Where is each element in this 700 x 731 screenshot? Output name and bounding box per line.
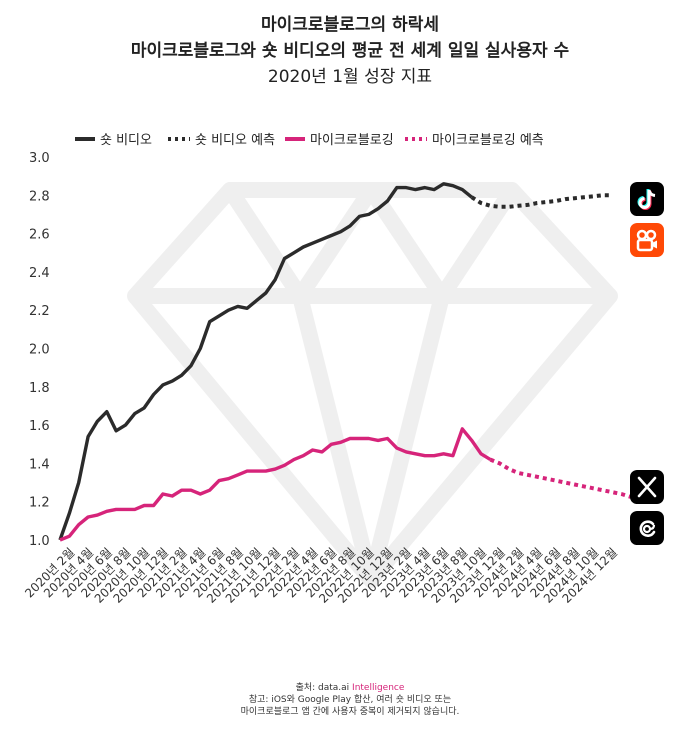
series-line-2 xyxy=(59,427,492,542)
y-tick-label: 2.8 xyxy=(29,189,50,204)
threads-icon xyxy=(630,511,664,545)
x-app-icon xyxy=(630,470,664,504)
legend-label-microblog: 마이크로블로깅 xyxy=(310,133,394,148)
tiktok-icon xyxy=(630,182,664,216)
y-axis-ticks: 1.0 1.2 1.4 1.6 1.8 2.0 2.2 2.4 2.6 2.8 3.0 xyxy=(29,151,50,549)
y-tick-label: 1.6 xyxy=(29,419,50,434)
y-tick-label: 1.8 xyxy=(29,381,50,396)
y-tick-label: 1.2 xyxy=(29,496,50,511)
y-tick-label: 3.0 xyxy=(29,151,50,166)
series-line-3 xyxy=(489,457,632,499)
legend-label-short-video-forecast: 숏 비디오 예측 xyxy=(195,133,275,148)
legend: 숏 비디오 숏 비디오 예측 마이크로블로깅 마이크로블로깅 예측 xyxy=(75,133,544,148)
series-line-0 xyxy=(58,182,473,541)
source-line: 출처: data.ai Intelligence xyxy=(0,682,700,694)
y-tick-label: 2.4 xyxy=(29,266,50,281)
watermark-diamond-icon xyxy=(127,182,618,588)
legend-label-short-video: 숏 비디오 xyxy=(100,133,152,148)
chart-title: 마이크로블로그의 하락세 xyxy=(261,15,439,35)
source-brand: Intelligence xyxy=(352,683,405,693)
y-tick-label: 1.0 xyxy=(29,534,50,549)
chart-subtitle: 마이크로블로그와 숏 비디오의 평균 전 세계 일일 실사용자 수 xyxy=(130,41,570,61)
source-prefix: 출처: data.ai xyxy=(295,683,353,693)
y-tick-label: 2.0 xyxy=(29,343,50,358)
footnote-line-2: 마이크로블로그 앱 간에 사용자 중복이 제거되지 않습니다. xyxy=(240,707,460,717)
legend-label-microblog-forecast: 마이크로블로깅 예측 xyxy=(432,133,544,148)
series-layer xyxy=(58,182,632,542)
kuaishou-icon xyxy=(630,223,664,257)
y-tick-label: 2.6 xyxy=(29,228,50,243)
y-tick-label: 2.2 xyxy=(29,304,50,319)
footnote-line-1: 참고: iOS와 Google Play 합산, 여러 숏 비디오 또는 xyxy=(248,695,452,705)
y-tick-label: 1.4 xyxy=(29,457,50,472)
series-line-1 xyxy=(470,193,612,209)
chart-subtitle-2: 2020년 1월 성장 지표 xyxy=(267,67,433,87)
